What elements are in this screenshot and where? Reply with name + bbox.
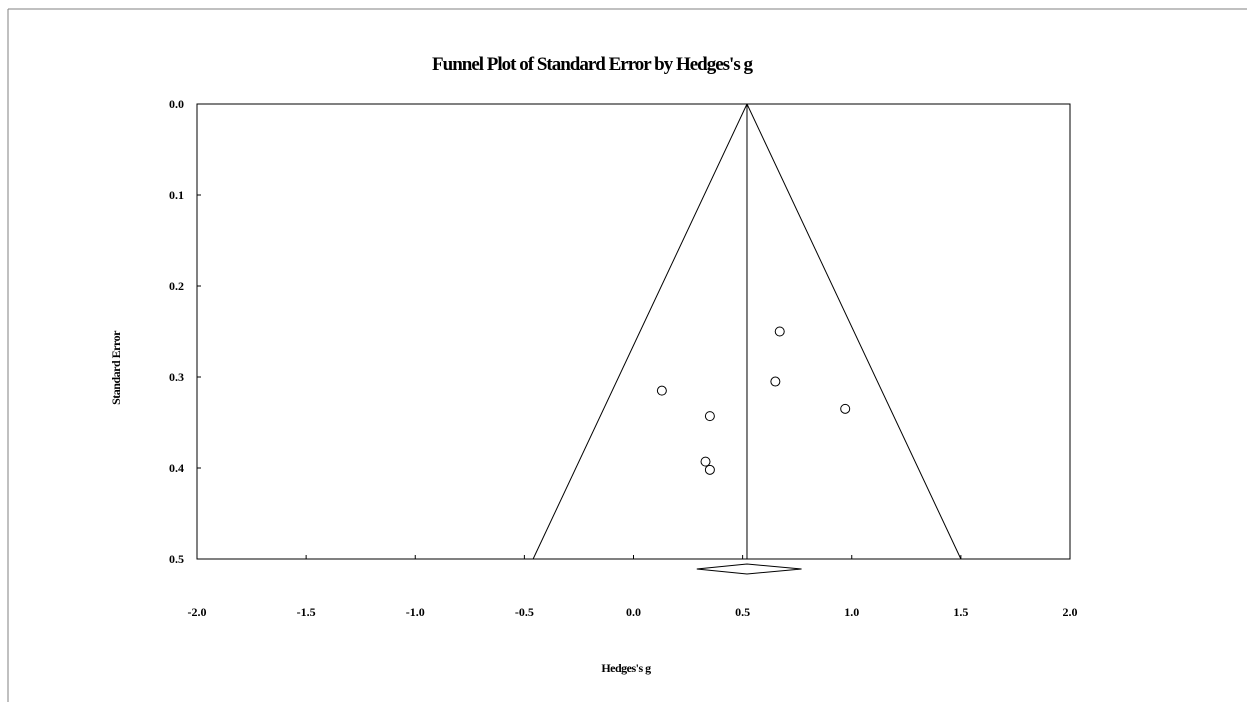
chart-title: Funnel Plot of Standard Error by Hedges'…	[432, 54, 753, 75]
study-point	[770, 376, 781, 387]
study-point	[840, 403, 851, 414]
funnel-lines	[532, 103, 962, 560]
funnel-right-line	[746, 103, 962, 560]
study-point	[774, 326, 785, 337]
x-tick-label: -1.5	[297, 605, 316, 619]
x-tick-label: 2.0	[1063, 605, 1078, 619]
y-tick-label: 0.0	[169, 97, 184, 111]
y-tick-label: 0.5	[169, 552, 184, 566]
x-axis-ticks: -2.0 -1.5 -1.0 -0.5 0.0 0.5 1.0 1.5 2.0	[188, 555, 1078, 619]
y-axis-ticks: 0.0 0.1 0.2 0.3 0.4 0.5	[169, 97, 201, 566]
plot-area	[196, 103, 1071, 560]
study-point	[700, 456, 711, 467]
x-tick-label: 0.5	[735, 605, 750, 619]
y-tick-label: 0.1	[169, 188, 184, 202]
x-tick-label: 1.0	[844, 605, 859, 619]
funnel-left-line	[532, 103, 748, 560]
summary-diamond	[696, 563, 802, 575]
x-tick-label: -2.0	[188, 605, 207, 619]
y-tick-label: 0.2	[169, 279, 184, 293]
y-tick-label: 0.3	[169, 370, 184, 384]
x-tick-label: -0.5	[515, 605, 534, 619]
y-axis-label: Standard Error	[109, 330, 123, 405]
summary-diamond-group	[696, 563, 802, 575]
study-point	[704, 464, 715, 475]
x-axis-label: Hedges's g	[601, 661, 651, 675]
x-tick-label: 0.0	[626, 605, 641, 619]
x-tick-label: 1.5	[953, 605, 968, 619]
x-tick-label: -1.0	[406, 605, 425, 619]
y-tick-label: 0.4	[169, 461, 184, 475]
study-point	[656, 385, 667, 396]
study-points	[656, 326, 851, 475]
study-point	[704, 411, 715, 422]
